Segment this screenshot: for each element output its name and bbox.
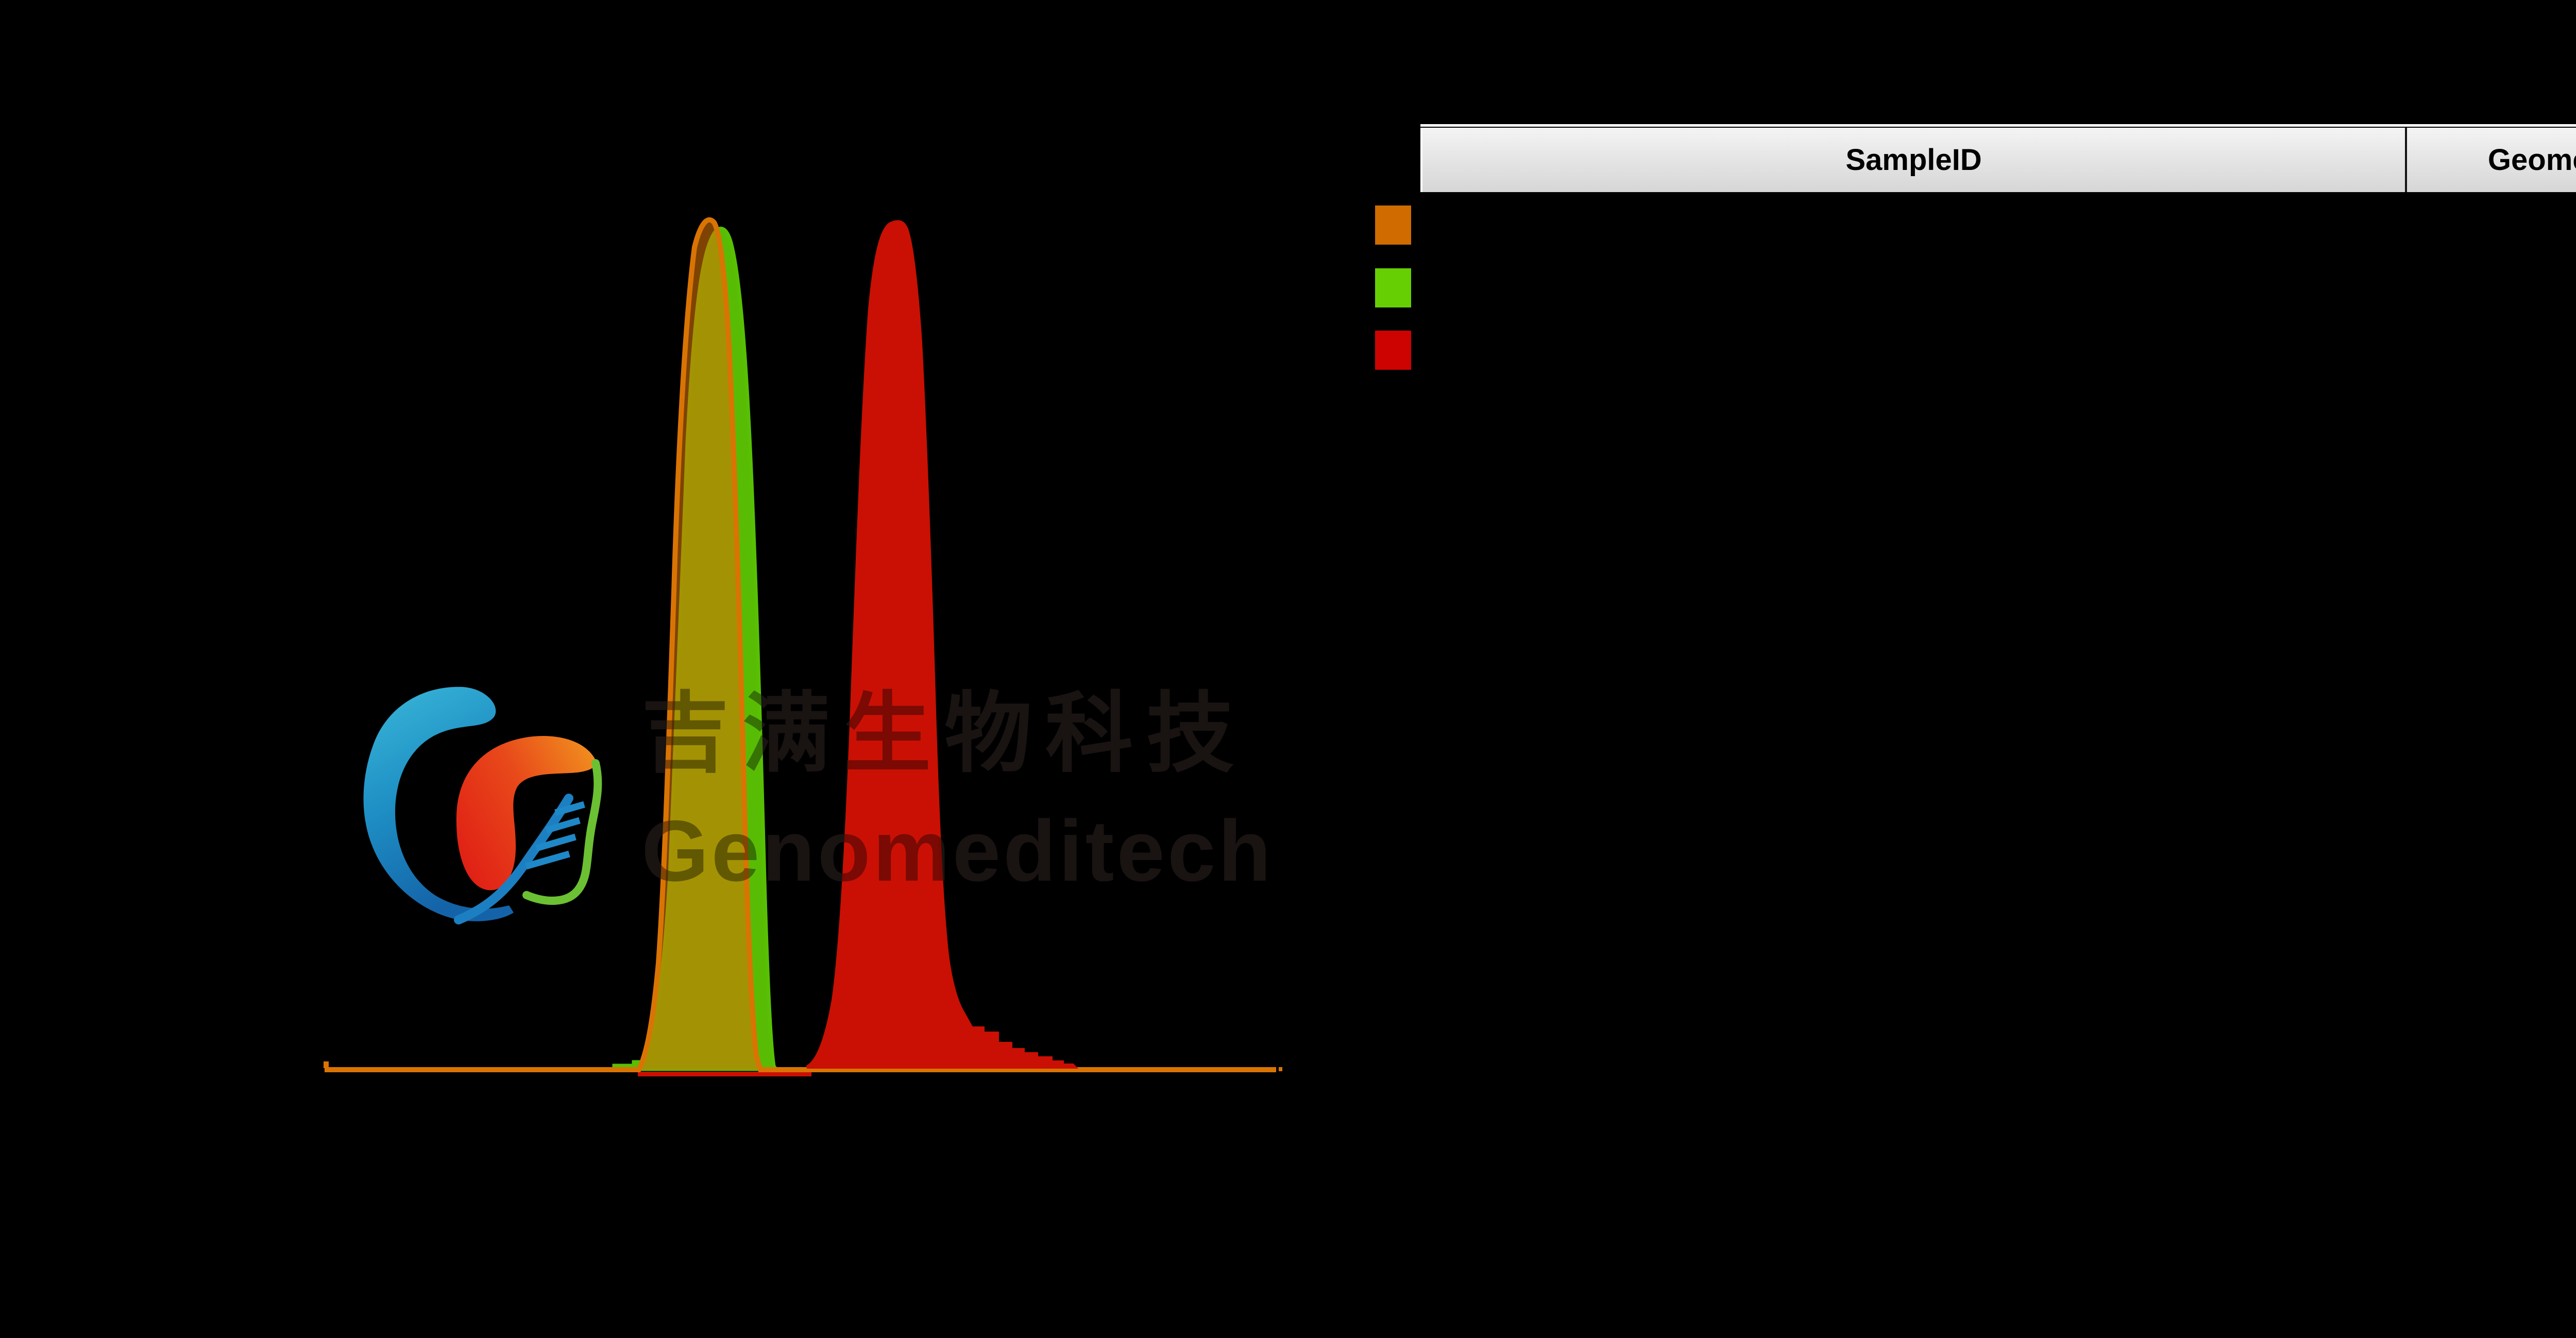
logo-flame (456, 736, 597, 890)
genomeditech-logo (363, 687, 602, 924)
table-header-geomean: Geometric Mean : FL11-H (2487, 143, 2576, 177)
logo-dna-green-strand (522, 759, 602, 905)
legend-swatch-orange (1375, 205, 1411, 245)
legend-swatch-red (1375, 331, 1411, 370)
histogram-orange-series (325, 217, 1276, 1072)
table-header-sampleid: SampleID (1845, 143, 1982, 177)
axis-right-dot (1279, 1067, 1282, 1071)
table-top-line (1420, 124, 2576, 127)
legend-swatch-green (1375, 268, 1411, 307)
histogram-red-baseline-trace (638, 1072, 811, 1076)
axis-left-tick (324, 1061, 329, 1068)
watermark-cn-shade: 吉满生物科技 (641, 685, 1248, 783)
logo-blue-swirl (363, 687, 514, 921)
histogram-red-series (806, 220, 1079, 1069)
logo-dna-rungs (525, 801, 585, 870)
stats-table-header: SampleID Geometric Mean : FL11-H (1420, 128, 2576, 192)
watermark-en-shade: Genomeditech (641, 802, 1274, 899)
table-column-divider (2405, 128, 2407, 192)
